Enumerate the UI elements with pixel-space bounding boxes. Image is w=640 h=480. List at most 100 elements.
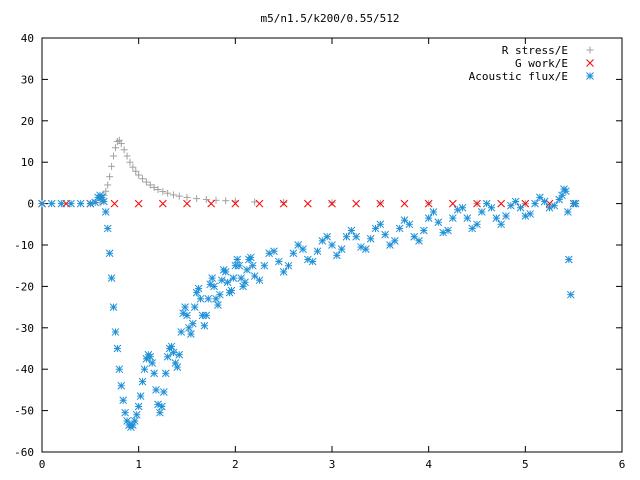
data-point [110, 199, 119, 208]
y-tick-label: -40 [14, 363, 34, 376]
data-point [148, 359, 157, 367]
data-point [134, 199, 143, 208]
legend-marker [586, 46, 594, 54]
data-point [107, 274, 116, 282]
data-point [152, 386, 160, 394]
data-point [104, 181, 112, 189]
series-3 [38, 185, 580, 432]
data-point [188, 319, 197, 328]
data-point [115, 365, 124, 374]
data-point [260, 261, 269, 270]
data-point [132, 167, 140, 175]
data-point [390, 237, 399, 245]
legend-marker [586, 72, 594, 80]
data-point [120, 146, 128, 154]
data-point [169, 191, 177, 199]
data-point [158, 199, 167, 208]
data-point [108, 162, 116, 170]
data-point [248, 261, 257, 270]
data-point [142, 178, 150, 186]
x-tick-label: 0 [39, 458, 46, 471]
data-point [221, 268, 230, 276]
data-point [448, 199, 457, 208]
data-point [347, 226, 356, 235]
data-point [448, 214, 457, 222]
data-point [121, 408, 129, 417]
data-point [214, 301, 222, 309]
data-point [136, 392, 145, 400]
data-point [235, 261, 244, 270]
data-point [405, 220, 414, 229]
data-point [216, 290, 224, 299]
data-point [161, 369, 170, 378]
series-1 [38, 136, 578, 208]
chart-title: m5/n1.5/k200/0.55/512 [260, 12, 399, 25]
data-point [473, 220, 481, 229]
data-point [473, 199, 481, 208]
data-point [376, 220, 385, 229]
y-tick-label: 10 [21, 156, 34, 169]
data-point [337, 245, 346, 253]
data-point [183, 199, 191, 208]
data-point [167, 342, 176, 351]
data-point [458, 203, 467, 212]
y-tick-label: 0 [27, 198, 34, 211]
data-point [400, 199, 409, 208]
y-tick-label: 40 [21, 32, 34, 45]
data-point [126, 158, 134, 166]
data-point [140, 365, 149, 374]
data-point [91, 198, 100, 207]
data-point [204, 294, 213, 303]
data-point [463, 214, 472, 222]
data-point [190, 303, 199, 311]
y-tick-label: -20 [14, 280, 34, 293]
data-point [222, 197, 230, 205]
data-point [303, 199, 312, 208]
data-point [177, 328, 186, 336]
data-point [159, 388, 168, 396]
data-point [115, 136, 123, 144]
y-tick-label: 30 [21, 73, 34, 86]
data-point [243, 265, 251, 274]
data-point [109, 303, 118, 311]
data-point [516, 203, 525, 212]
data-point [202, 311, 211, 320]
data-point [444, 226, 452, 235]
data-point [86, 199, 95, 208]
data-point [328, 241, 336, 249]
data-point [381, 230, 390, 239]
axes: -60 -50 -40 -30 -20 -10 0 10 20 30 40 0 1 2 3 4 5 6 [14, 32, 625, 471]
data-point [255, 276, 264, 285]
data-point [492, 214, 501, 222]
data-point [566, 290, 575, 299]
data-point [194, 284, 203, 293]
data-point [555, 195, 564, 204]
data-point [280, 198, 288, 206]
data-point [289, 249, 298, 258]
data-point [255, 199, 264, 208]
data-point [487, 203, 496, 212]
data-point [332, 251, 341, 260]
x-tick-label: 3 [329, 458, 336, 471]
data-point [76, 199, 85, 208]
data-point [212, 196, 220, 204]
legend-marker [586, 59, 594, 67]
data-point [434, 218, 443, 227]
data-point [38, 199, 46, 208]
data-point [57, 199, 66, 208]
data-point [227, 286, 236, 295]
data-point [159, 188, 167, 196]
data-point [424, 199, 433, 208]
x-tick-label: 5 [522, 458, 529, 471]
data-point [328, 199, 336, 207]
data-point [352, 199, 361, 208]
data-point [198, 311, 207, 320]
data-point [105, 249, 114, 258]
legend-label: Acoustic flux/E [469, 70, 568, 83]
series-2 [38, 199, 578, 208]
data-point [173, 363, 182, 371]
data-point [113, 344, 122, 353]
x-tick-label: 1 [135, 458, 142, 471]
